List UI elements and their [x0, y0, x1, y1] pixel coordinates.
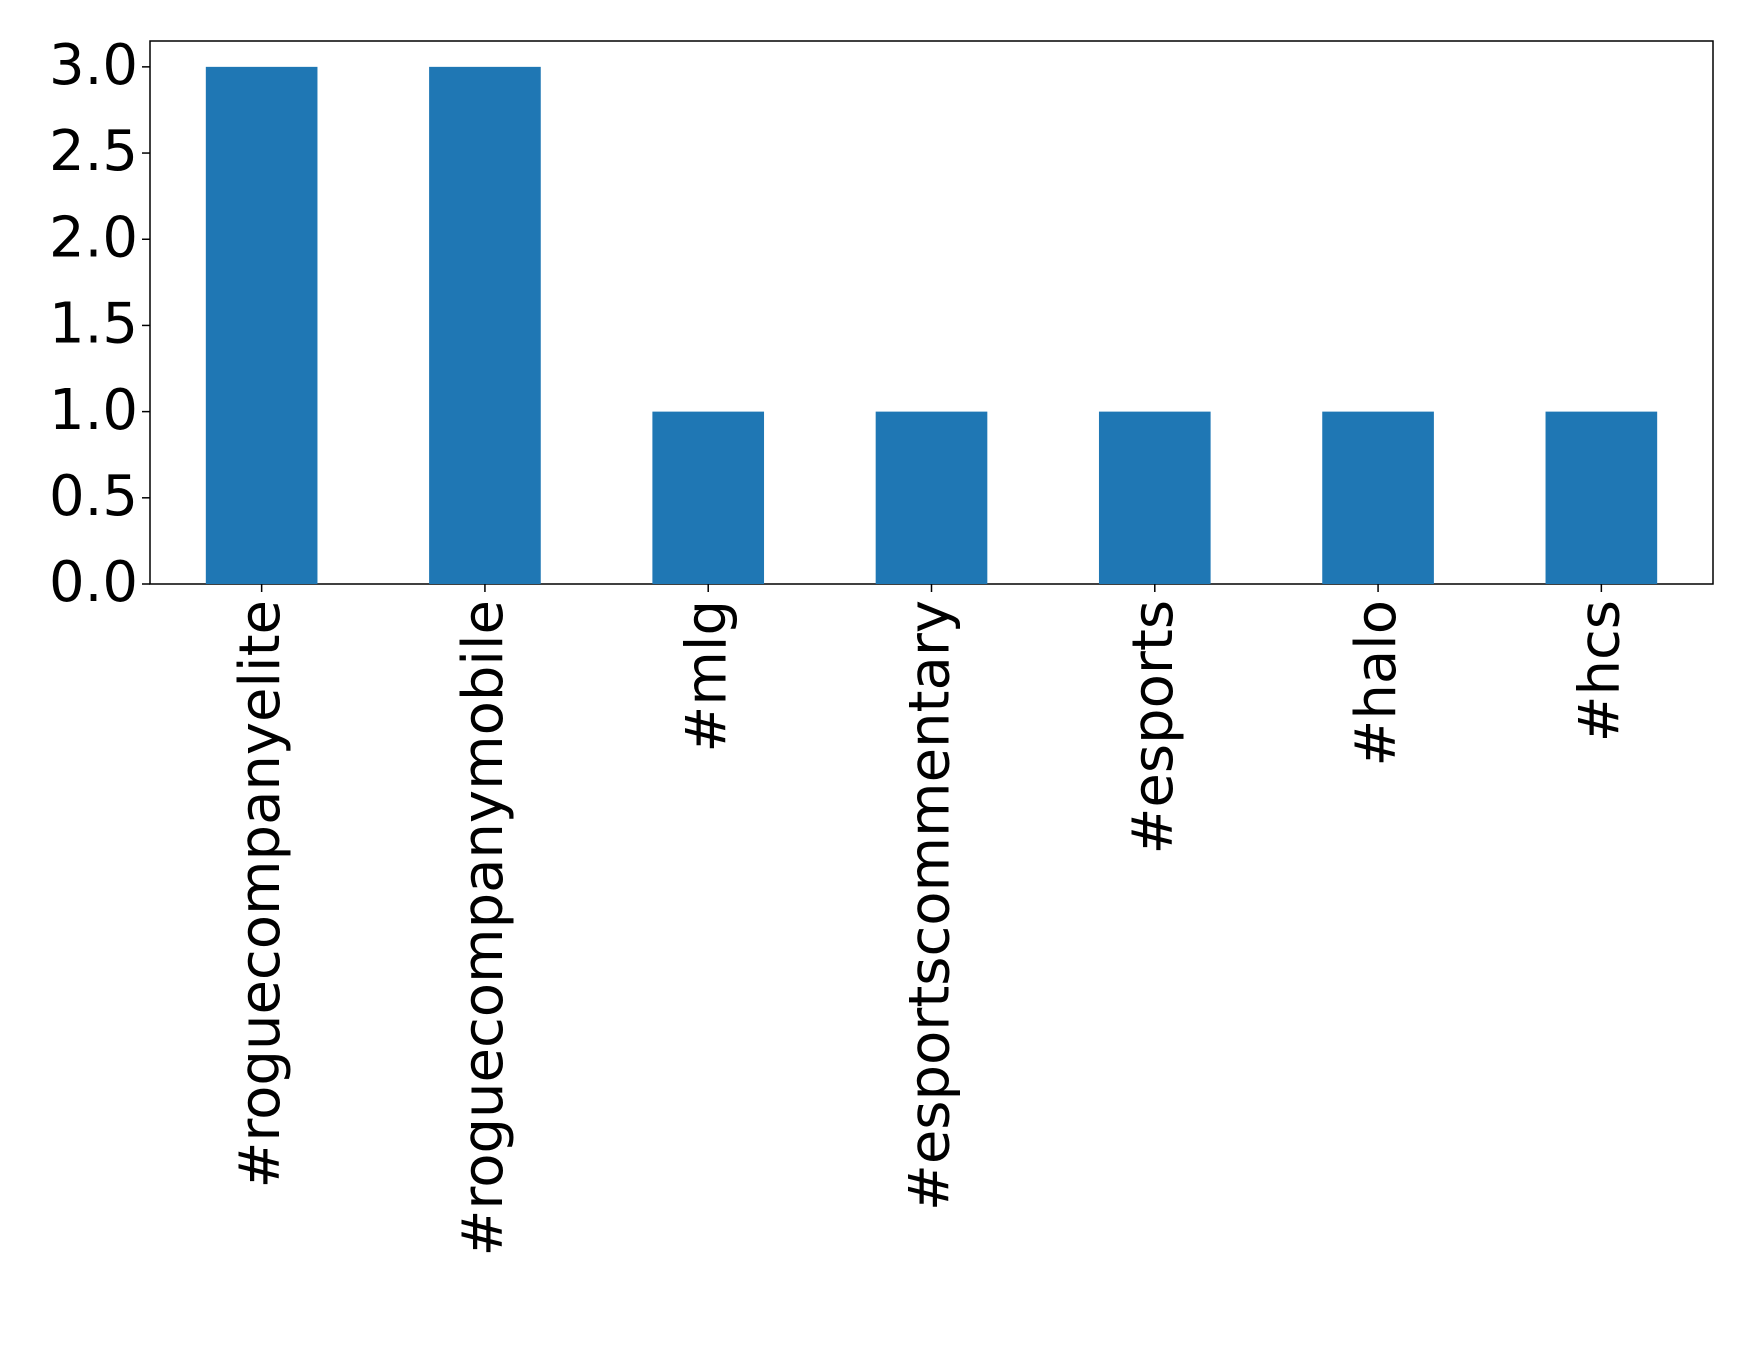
- x-tick-label: #halo: [1344, 600, 1409, 767]
- y-tick-label: 2.0: [49, 205, 138, 270]
- y-tick-label: 0.5: [49, 464, 138, 529]
- x-tick-label: #hcs: [1567, 600, 1632, 742]
- y-tick-label: 0.0: [49, 550, 138, 615]
- x-tick-label: #roguecompanymobile: [451, 600, 516, 1257]
- bar: [1545, 411, 1658, 584]
- bar: [1098, 411, 1211, 584]
- x-tick-label: #mlg: [674, 600, 739, 753]
- bar: [429, 66, 541, 585]
- y-tick-label: 2.5: [49, 119, 138, 184]
- bar: [205, 66, 318, 585]
- y-tick-label: 1.5: [49, 292, 138, 357]
- y-tick-label: 1.0: [49, 378, 138, 443]
- bar: [652, 411, 765, 584]
- x-tick-label: #esportscommentary: [898, 600, 963, 1211]
- bar: [875, 411, 988, 584]
- y-tick-label: 3.0: [49, 33, 138, 98]
- bar: [1322, 411, 1434, 584]
- x-tick-label: #esports: [1121, 600, 1186, 855]
- x-tick-label: #roguecompanyelite: [228, 600, 293, 1189]
